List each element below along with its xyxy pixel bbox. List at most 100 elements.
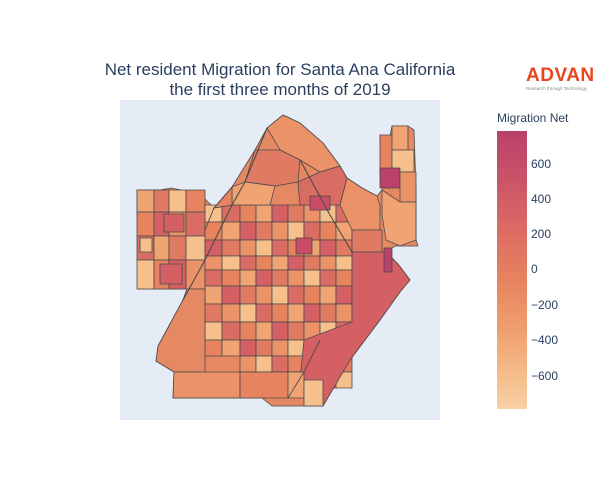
- tract-98[interactable]: [319, 303, 337, 323]
- tract-52[interactable]: [255, 269, 273, 287]
- tract-35[interactable]: [221, 321, 241, 341]
- tract-123[interactable]: [399, 171, 417, 203]
- tract-94[interactable]: [319, 239, 337, 257]
- tract-130[interactable]: [303, 379, 324, 407]
- tract-49[interactable]: [255, 221, 273, 241]
- tract-87[interactable]: [303, 303, 321, 323]
- tract-1[interactable]: [136, 189, 155, 213]
- tract-126[interactable]: [155, 288, 206, 373]
- tract-29[interactable]: [221, 221, 241, 241]
- tract-54[interactable]: [255, 303, 273, 323]
- tract-17[interactable]: [139, 237, 153, 253]
- tract-44[interactable]: [239, 321, 257, 341]
- tract-124[interactable]: [381, 189, 417, 247]
- tract-95[interactable]: [319, 255, 337, 271]
- tract-11[interactable]: [168, 235, 187, 261]
- tract-76[interactable]: [287, 303, 305, 323]
- tract-48[interactable]: [255, 204, 273, 223]
- tract-133[interactable]: [163, 213, 185, 233]
- tract-34[interactable]: [221, 303, 241, 323]
- tract-46[interactable]: [239, 355, 257, 373]
- colorbar-title: Migration Net: [497, 111, 569, 125]
- tract-42[interactable]: [239, 285, 257, 305]
- tract-85[interactable]: [303, 269, 321, 287]
- tract-26[interactable]: [204, 321, 223, 341]
- tract-15[interactable]: [185, 235, 206, 261]
- tract-41[interactable]: [239, 269, 257, 287]
- tract-63[interactable]: [271, 269, 289, 287]
- tract-67[interactable]: [271, 339, 289, 357]
- tract-55[interactable]: [255, 321, 273, 341]
- tract-18[interactable]: [159, 263, 183, 285]
- tract-37[interactable]: [239, 204, 257, 223]
- tract-119[interactable]: [339, 177, 381, 231]
- tract-24[interactable]: [204, 285, 223, 305]
- tract-71[interactable]: [287, 221, 305, 241]
- tract-64[interactable]: [271, 285, 289, 305]
- tract-60[interactable]: [271, 221, 289, 241]
- tract-109[interactable]: [335, 303, 353, 323]
- tract-74[interactable]: [287, 269, 305, 287]
- tract-30[interactable]: [221, 239, 241, 257]
- tract-25[interactable]: [204, 303, 223, 323]
- tract-61[interactable]: [271, 239, 289, 257]
- santa-ana-choropleth-map[interactable]: [120, 100, 440, 420]
- tract-116[interactable]: [231, 181, 276, 206]
- tract-125[interactable]: [351, 229, 383, 253]
- tract-131[interactable]: [309, 195, 331, 211]
- tract-39[interactable]: [239, 239, 257, 257]
- tract-62[interactable]: [271, 255, 289, 271]
- tract-82[interactable]: [303, 221, 321, 241]
- tract-13[interactable]: [185, 189, 206, 213]
- tract-128[interactable]: [239, 371, 289, 399]
- tract-53[interactable]: [255, 285, 273, 305]
- tract-4[interactable]: [136, 259, 155, 290]
- tract-50[interactable]: [255, 239, 273, 257]
- tract-96[interactable]: [319, 269, 337, 287]
- tract-southeast[interactable]: [299, 251, 411, 407]
- tract-68[interactable]: [271, 355, 289, 373]
- tract-27[interactable]: [204, 339, 223, 357]
- tract-45[interactable]: [239, 339, 257, 357]
- tract-56[interactable]: [255, 339, 273, 357]
- tract-65[interactable]: [271, 303, 289, 323]
- tract-40[interactable]: [239, 255, 257, 271]
- tract-7[interactable]: [153, 235, 170, 261]
- tract-high-ne[interactable]: [379, 167, 401, 189]
- tract-14[interactable]: [185, 211, 206, 237]
- tract-77[interactable]: [287, 321, 305, 341]
- tract-97[interactable]: [319, 285, 337, 305]
- tract-132[interactable]: [295, 237, 313, 255]
- tract-31[interactable]: [221, 255, 241, 271]
- tract-22[interactable]: [204, 255, 223, 271]
- tract-5[interactable]: [153, 189, 170, 213]
- tract-73[interactable]: [287, 255, 305, 271]
- tract-86[interactable]: [303, 285, 321, 305]
- tract-9[interactable]: [168, 189, 187, 213]
- tract-121[interactable]: [391, 125, 409, 151]
- tract-23[interactable]: [204, 269, 223, 287]
- colorbar-tick-minus-600: −600: [531, 369, 559, 383]
- tract-33[interactable]: [221, 285, 241, 305]
- tract-51[interactable]: [255, 255, 273, 271]
- tract-78[interactable]: [287, 339, 305, 357]
- tract-66[interactable]: [271, 321, 289, 341]
- tract-32[interactable]: [221, 269, 241, 287]
- map-frame[interactable]: [120, 100, 440, 420]
- tract-93[interactable]: [319, 221, 337, 241]
- tract-2[interactable]: [136, 211, 155, 237]
- tract-84[interactable]: [303, 255, 321, 271]
- tract-59[interactable]: [271, 204, 289, 223]
- tract-70[interactable]: [287, 204, 305, 223]
- tract-36[interactable]: [221, 339, 241, 357]
- tract-127[interactable]: [172, 371, 241, 399]
- tract-107[interactable]: [335, 269, 353, 287]
- tract-19[interactable]: [204, 204, 223, 223]
- tract-high-east[interactable]: [383, 247, 393, 273]
- tract-108[interactable]: [335, 285, 353, 305]
- tract-43[interactable]: [239, 303, 257, 323]
- tract-75[interactable]: [287, 285, 305, 305]
- tract-38[interactable]: [239, 221, 257, 241]
- tract-106[interactable]: [335, 255, 353, 271]
- tract-57[interactable]: [255, 355, 273, 373]
